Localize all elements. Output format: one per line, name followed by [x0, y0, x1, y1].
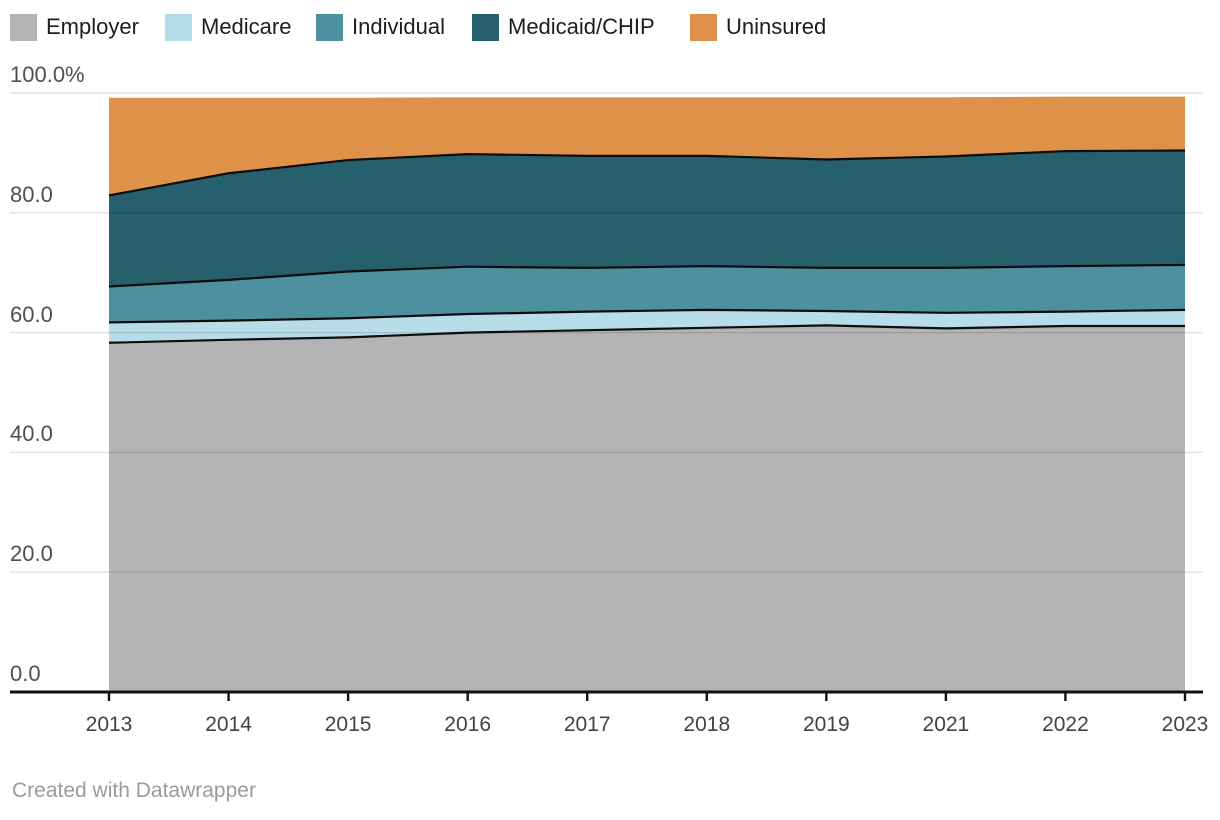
x-axis-tick-label-2017: 2017 — [563, 713, 611, 736]
divider-medicaid-chip — [108, 149, 1186, 197]
divider-medicare — [108, 308, 1186, 324]
legend: Employer Medicare Individual Medicaid/CH… — [0, 0, 1220, 50]
divider-employer — [108, 324, 1185, 344]
x-axis-tick-label-2023: 2023 — [1161, 713, 1209, 736]
datawrapper-credit-link[interactable]: Created with Datawrapper — [12, 779, 256, 802]
legend-swatch-medicaid-chip — [472, 13, 499, 41]
area-employer — [109, 325, 1185, 692]
y-axis-tick-label-100: 100.0% — [10, 62, 85, 87]
legend-item-medicaid-chip: Medicaid/CHIP — [472, 13, 655, 41]
legend-label-medicaid-chip: Medicaid/CHIP — [508, 14, 655, 39]
area-uninsured — [109, 96, 1185, 196]
legend-item-employer: Employer — [10, 13, 139, 41]
y-axis-tick-label-0: 0.0 — [10, 661, 41, 686]
legend-swatch-individual — [316, 13, 343, 41]
legend-swatch-medicare — [165, 13, 192, 41]
area-medicaid-chip — [109, 150, 1185, 287]
area-individual — [109, 264, 1185, 323]
y-axis-tick-label-20: 20.0 — [10, 541, 53, 567]
legend-item-individual: Individual — [316, 13, 445, 41]
legend-label-employer: Employer — [46, 14, 139, 39]
x-axis-tick-label-2014: 2014 — [205, 713, 252, 736]
x-axis-tick-label-2019: 2019 — [802, 713, 850, 736]
x-axis-tick-label-2021: 2021 — [922, 713, 970, 736]
legend-label-medicare: Medicare — [201, 14, 292, 39]
x-axis-tick-label-2018: 2018 — [683, 713, 731, 736]
divider-individual — [108, 263, 1186, 288]
x-axis-tick-label-2013: 2013 — [85, 713, 133, 736]
legend-item-uninsured: Uninsured — [690, 13, 826, 41]
y-axis-tick-label-60: 60.0 — [10, 301, 53, 327]
legend-swatch-uninsured — [690, 13, 717, 41]
x-axis-tick-label-2016: 2016 — [444, 713, 492, 736]
legend-item-medicare: Medicare — [165, 13, 291, 41]
y-axis-tick-label-40: 40.0 — [10, 421, 53, 447]
legend-label-individual: Individual — [352, 14, 445, 39]
legend-label-uninsured: Uninsured — [726, 14, 827, 39]
y-axis-tick-label-80: 80.0 — [10, 181, 53, 207]
legend-swatch-employer — [10, 13, 37, 41]
x-axis-tick-label-2015: 2015 — [324, 713, 372, 736]
x-axis-tick-label-2022: 2022 — [1042, 713, 1089, 736]
